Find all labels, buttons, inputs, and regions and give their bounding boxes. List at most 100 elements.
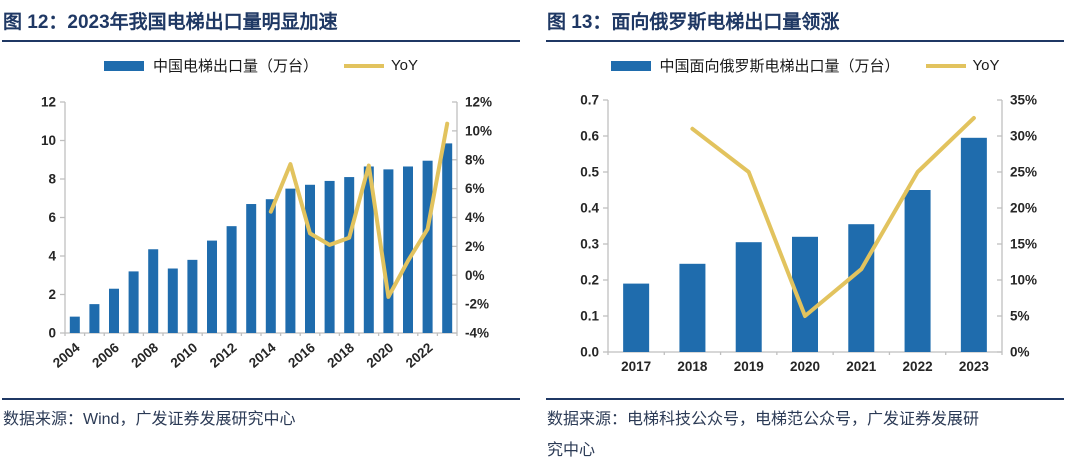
bar (226, 226, 237, 333)
bar (848, 224, 875, 352)
bar (89, 304, 100, 333)
y-left-tick-label: 6 (48, 210, 56, 225)
y-left-tick-label: 10 (41, 133, 56, 148)
bar (207, 240, 217, 333)
bar (735, 242, 762, 352)
y-right-tick-label: 25% (1010, 165, 1037, 180)
x-tick-label: 2020 (790, 359, 820, 374)
bar (285, 188, 296, 333)
y-right-tick-label: 12% (465, 95, 492, 110)
x-tick-label: 2017 (621, 359, 651, 374)
legend-line-swatch (925, 63, 966, 68)
bar (324, 180, 335, 333)
x-tick-label: 2004 (50, 340, 83, 371)
source-line: 数据来源：电梯科技公众号，电梯范公众号，广发证券发展研 (547, 411, 980, 428)
y-right-tick-label: 10% (1010, 273, 1037, 288)
y-left-tick-label: 0.1 (580, 309, 599, 324)
figure-12-source: 数据来源：Wind，广发证券发展研究中心 (3, 404, 518, 435)
bar (383, 169, 394, 333)
bar (623, 283, 650, 352)
y-right-tick-label: 4% (465, 210, 485, 225)
legend-bar-label: 中国电梯出口量（万台） (153, 58, 319, 75)
legend-bar-swatch (610, 60, 651, 71)
figure-12-footer-divider (2, 398, 520, 400)
y-right-tick-label: 2% (465, 239, 485, 254)
yoy-line (268, 121, 450, 299)
x-tick-label: 2019 (734, 359, 764, 374)
x-tick-label: 2020 (364, 340, 397, 371)
x-tick-label: 2012 (207, 340, 240, 371)
figure-12-legend: 中国电梯出口量（万台） YoY (2, 55, 520, 76)
figure-13-source: 数据来源：电梯科技公众号，电梯范公众号，广发证券发展研 究中心 (547, 404, 1062, 466)
bar (305, 184, 315, 333)
bar (960, 137, 987, 352)
y-left-tick-label: 0.4 (580, 201, 599, 216)
bar (442, 143, 453, 333)
figure-12-title: 图 12：2023年我国电梯出口量明显加速 (3, 12, 338, 33)
legend-line-label: YoY (972, 57, 1000, 74)
bar (904, 190, 931, 352)
y-left-tick-label: 0.3 (580, 237, 599, 252)
yoy-line (690, 116, 976, 318)
figure-13-title: 图 13：面向俄罗斯电梯出口量领涨 (547, 12, 840, 33)
x-tick-label: 2022 (903, 359, 933, 374)
y-left-tick-label: 0.0 (580, 345, 599, 360)
figure-13-footer-divider (546, 398, 1064, 400)
source-line: 究中心 (547, 442, 596, 459)
y-right-tick-label: 0% (1010, 345, 1030, 360)
y-left-tick-label: 8 (48, 172, 56, 187)
y-left-tick-label: 12 (41, 95, 56, 110)
figure-13-legend: 中国面向俄罗斯电梯出口量（万台） YoY (546, 55, 1064, 76)
y-right-tick-label: 0% (465, 268, 485, 283)
x-tick-label: 2018 (677, 359, 708, 374)
x-tick-label: 2010 (168, 340, 201, 371)
y-right-tick-label: 10% (465, 123, 492, 138)
source-line: 数据来源：Wind，广发证券发展研究中心 (3, 411, 296, 428)
bar (167, 268, 178, 333)
y-right-tick-label: 20% (1010, 201, 1037, 216)
y-left-tick-label: 0.6 (580, 129, 599, 144)
bar (187, 259, 198, 333)
bar (128, 271, 139, 333)
bar (403, 166, 413, 333)
bar (109, 288, 119, 333)
x-tick-label: 2006 (89, 340, 122, 371)
x-tick-label: 2021 (846, 359, 877, 374)
bar (344, 177, 355, 333)
figure-13-panel: 图 13：面向俄罗斯电梯出口量领涨 中国面向俄罗斯电梯出口量（万台） YoY 0… (546, 0, 1064, 462)
y-right-tick-label: 15% (1010, 237, 1037, 252)
bar (246, 204, 257, 333)
x-tick-label: 2022 (403, 340, 436, 371)
y-right-tick-label: 30% (1010, 129, 1037, 144)
y-right-tick-label: -4% (465, 326, 489, 341)
y-left-tick-label: 0.5 (580, 165, 599, 180)
y-left-tick-label: 0.7 (580, 93, 599, 108)
legend-bar-swatch (104, 60, 144, 71)
bar (422, 160, 433, 333)
bar (265, 199, 276, 333)
x-tick-label: 2023 (959, 359, 990, 374)
legend-line-swatch (344, 63, 385, 68)
y-right-tick-label: -2% (465, 297, 489, 312)
figure-13-title-divider (546, 40, 1064, 42)
y-right-tick-label: 35% (1010, 93, 1037, 108)
bar (148, 249, 159, 333)
x-tick-label: 2008 (128, 340, 161, 371)
bar (363, 166, 374, 333)
bar (69, 316, 80, 333)
x-tick-label: 2016 (285, 340, 318, 371)
legend-line-label: YoY (391, 57, 418, 74)
y-right-tick-label: 6% (465, 181, 485, 196)
x-tick-label: 2014 (246, 340, 279, 371)
figure-13-chart: 0.0 0.1 0.2 0.3 0.4 0.5 0.6 0.7 0% 5% 10% 15% 20% 25%… (580, 93, 1037, 374)
legend-bar-label: 中国面向俄罗斯电梯出口量（万台） (659, 58, 900, 75)
figure-12-title-divider (2, 40, 520, 42)
y-right-tick-label: 5% (1010, 309, 1030, 324)
y-left-tick-label: 4 (48, 249, 56, 264)
y-left-tick-label: 0 (48, 326, 56, 341)
y-right-tick-label: 8% (465, 152, 485, 167)
y-left-tick-label: 0.2 (580, 273, 599, 288)
